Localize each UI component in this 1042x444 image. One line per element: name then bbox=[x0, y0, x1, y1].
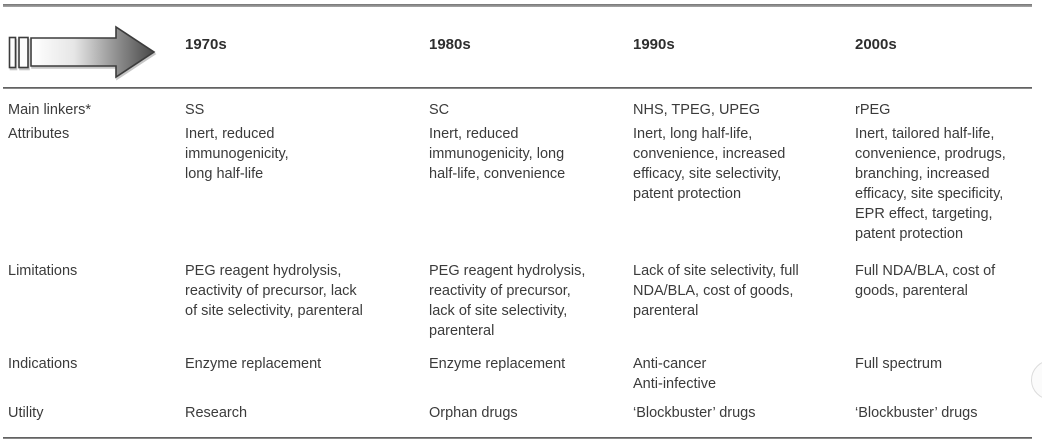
attributes-1980s: Inert, reduced immunogenicity, long half… bbox=[429, 126, 566, 182]
main-linkers-1980s: SC bbox=[429, 102, 450, 118]
column-header-1970s: 1970s bbox=[185, 36, 227, 53]
utility-1970s: Research bbox=[185, 405, 248, 421]
timeline-arrow-cell bbox=[3, 7, 185, 87]
indications-1980s: Enzyme replacement bbox=[429, 356, 566, 372]
main-linkers-1970s: SS bbox=[185, 102, 205, 118]
indications-1970s: Enzyme replacement bbox=[185, 356, 322, 372]
row-label-main-linkers: Main linkers* bbox=[8, 102, 91, 118]
row-label-indications: Indications bbox=[8, 356, 78, 372]
limitations-2000s: Full NDA/BLA, cost of goods, parenteral bbox=[855, 263, 996, 299]
header-divider-rule bbox=[3, 87, 1032, 89]
attributes-1970s: Inert, reduced immunogenicity, long half… bbox=[185, 126, 289, 182]
timeline-arrow-icon bbox=[8, 25, 156, 79]
column-header-1990s: 1990s bbox=[633, 36, 675, 53]
decades-comparison-table: 1970s 1980s 1990s 2000s Main linkers* SS… bbox=[3, 4, 1032, 439]
table-bottom-rule bbox=[3, 437, 1032, 439]
row-label-limitations: Limitations bbox=[8, 263, 78, 279]
attributes-1990s: Inert, long half-life, convenience, incr… bbox=[633, 126, 786, 202]
column-header-2000s: 2000s bbox=[855, 36, 897, 53]
page-edge-circle-decoration bbox=[1031, 360, 1042, 400]
row-label-utility: Utility bbox=[8, 405, 44, 421]
utility-1980s: Orphan drugs bbox=[429, 405, 518, 421]
main-linkers-1990s: NHS, TPEG, UPEG bbox=[633, 102, 761, 118]
utility-2000s: ‘Blockbuster’ drugs bbox=[855, 405, 978, 421]
limitations-1990s: Lack of site selectivity, full NDA/BLA, … bbox=[633, 263, 799, 319]
table-top-rule bbox=[3, 4, 1032, 7]
indications-2000s: Full spectrum bbox=[855, 356, 943, 372]
attributes-2000s: Inert, tailored half-life, convenience, … bbox=[855, 126, 1006, 242]
main-linkers-2000s: rPEG bbox=[855, 102, 891, 118]
column-header-1980s: 1980s bbox=[429, 36, 471, 53]
indications-1990s: Anti-cancer Anti-infective bbox=[633, 356, 717, 392]
row-label-attributes: Attributes bbox=[8, 126, 70, 142]
limitations-1970s: PEG reagent hydrolysis, reactivity of pr… bbox=[185, 263, 363, 319]
utility-1990s: ‘Blockbuster’ drugs bbox=[633, 405, 756, 421]
limitations-1980s: PEG reagent hydrolysis, reactivity of pr… bbox=[429, 263, 586, 339]
